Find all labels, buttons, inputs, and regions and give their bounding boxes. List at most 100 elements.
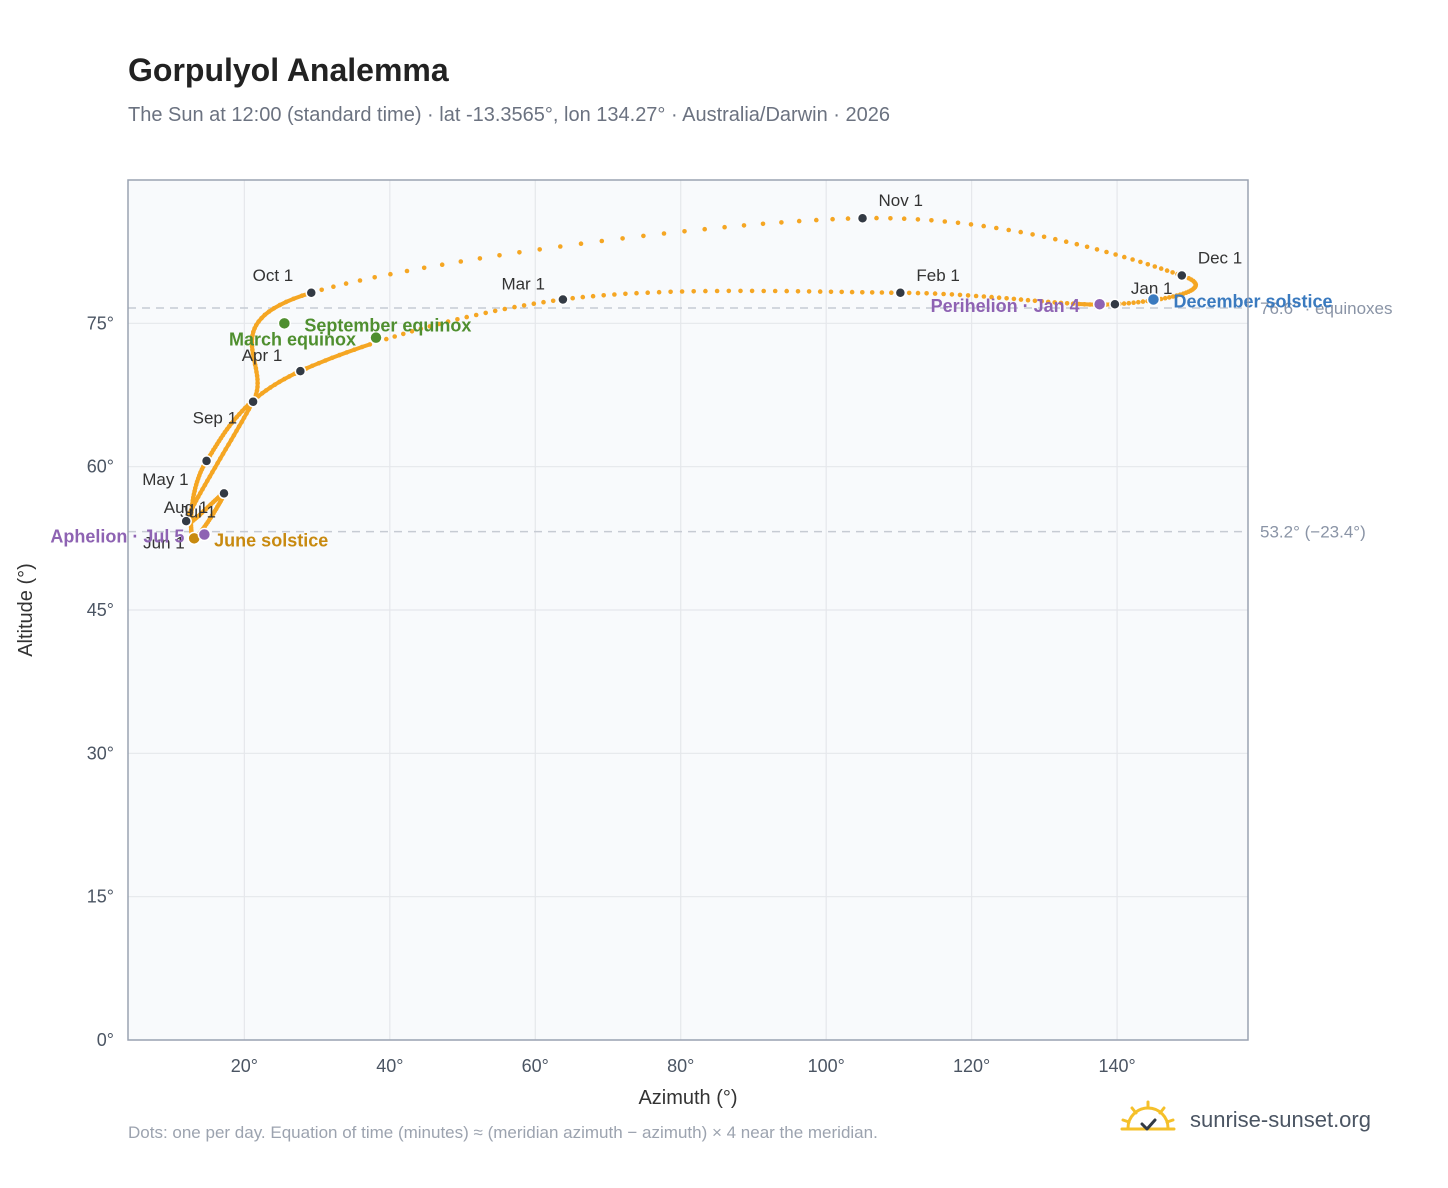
day-dot <box>253 366 259 371</box>
day-dot <box>512 304 517 310</box>
day-dot <box>409 329 415 334</box>
day-dot <box>212 465 218 471</box>
y-axis-ticks: 0° 15° 30° 45° 60° 75° <box>87 313 114 1050</box>
day-dot <box>620 236 625 241</box>
day-dot <box>277 379 282 385</box>
x-tick-label: 140° <box>1098 1056 1135 1076</box>
month-marker <box>1176 269 1188 282</box>
day-dot <box>372 275 378 280</box>
day-dot <box>252 362 258 367</box>
day-dot <box>492 308 498 314</box>
day-dot <box>254 373 260 379</box>
day-dot <box>590 293 596 299</box>
day-dot <box>772 288 778 294</box>
day-dot <box>761 288 766 294</box>
day-dot <box>226 442 231 447</box>
day-dot <box>255 377 260 382</box>
day-dot <box>253 322 259 328</box>
day-dot <box>343 281 349 286</box>
day-dot <box>981 223 986 229</box>
day-dot <box>483 310 489 316</box>
y-tick-label: 45° <box>87 600 114 620</box>
day-dot <box>570 295 575 301</box>
day-dot <box>1064 301 1070 306</box>
day-dot <box>814 217 819 223</box>
day-dot <box>1004 296 1009 301</box>
day-dot <box>1087 302 1093 307</box>
day-dot <box>352 347 357 353</box>
day-dot <box>634 290 639 296</box>
y-axis-label: Altitude (°) <box>15 563 37 657</box>
x-tick-label: 60° <box>522 1056 549 1076</box>
day-dot <box>901 216 907 221</box>
day-dot <box>200 486 205 492</box>
day-dot <box>1152 264 1158 269</box>
event-marker <box>277 316 292 331</box>
day-dot <box>357 278 363 283</box>
day-dot <box>198 490 203 496</box>
day-dot <box>682 229 687 234</box>
day-dot <box>702 226 707 232</box>
day-dot <box>231 433 237 438</box>
day-dot <box>889 290 894 296</box>
day-dot <box>464 314 470 320</box>
day-dot <box>477 256 483 261</box>
day-dot <box>193 498 199 503</box>
day-dot <box>1170 270 1175 275</box>
day-dot <box>942 219 948 224</box>
day-dot <box>989 294 994 300</box>
month-label: Oct 1 <box>253 266 294 285</box>
event-label: September equinox <box>304 315 471 335</box>
day-dot <box>210 469 215 475</box>
month-label: Mar 1 <box>501 274 544 293</box>
day-dot <box>310 363 315 369</box>
day-dot <box>251 354 256 360</box>
event-marker <box>369 330 383 345</box>
day-dot <box>251 329 256 335</box>
day-dot <box>817 289 823 294</box>
event-marker <box>197 527 212 542</box>
day-dot <box>860 290 865 295</box>
day-dot <box>252 358 257 364</box>
day-dot <box>277 302 283 308</box>
day-dot <box>915 290 921 296</box>
day-dot <box>973 293 979 299</box>
day-dot <box>1084 244 1090 250</box>
day-dot <box>253 392 259 397</box>
day-dot <box>1039 299 1044 304</box>
reference-line-label: 76.6° · equinoxes <box>1260 299 1393 318</box>
month-marker <box>180 515 192 527</box>
day-dot <box>1052 300 1057 305</box>
day-dot <box>888 216 893 221</box>
day-dot <box>714 288 720 294</box>
day-dot <box>254 388 260 393</box>
day-dot <box>263 388 269 393</box>
day-dot <box>1030 232 1035 237</box>
event-label: June solstice <box>214 530 328 550</box>
day-dot <box>497 253 502 258</box>
day-dot <box>246 407 252 412</box>
grid-lines <box>128 180 1248 1041</box>
day-dot <box>439 262 445 268</box>
reference-lines: 76.6° · equinoxes 53.2° (−23.4°) <box>128 299 1393 542</box>
month-marker <box>218 487 230 500</box>
day-dot <box>703 288 708 294</box>
x-axis-ticks: 20° 40° 60° 80° 100° 120° 140° <box>231 1056 1136 1076</box>
day-dot <box>779 220 784 225</box>
brand-link[interactable]: sunrise-sunset.org <box>1120 1100 1371 1140</box>
day-dot <box>941 291 946 297</box>
day-dot <box>828 289 834 295</box>
day-dot <box>722 224 727 230</box>
day-dot <box>623 291 628 297</box>
day-dot <box>1130 257 1135 262</box>
day-dot <box>656 289 662 295</box>
day-dot <box>1121 301 1127 306</box>
event-marker <box>1146 292 1161 307</box>
day-dot <box>249 340 255 345</box>
day-dot <box>668 289 673 295</box>
plot-frame <box>127 179 1249 1041</box>
day-dot <box>906 290 912 296</box>
day-dot <box>537 247 542 252</box>
event-label: December solstice <box>1173 291 1332 311</box>
